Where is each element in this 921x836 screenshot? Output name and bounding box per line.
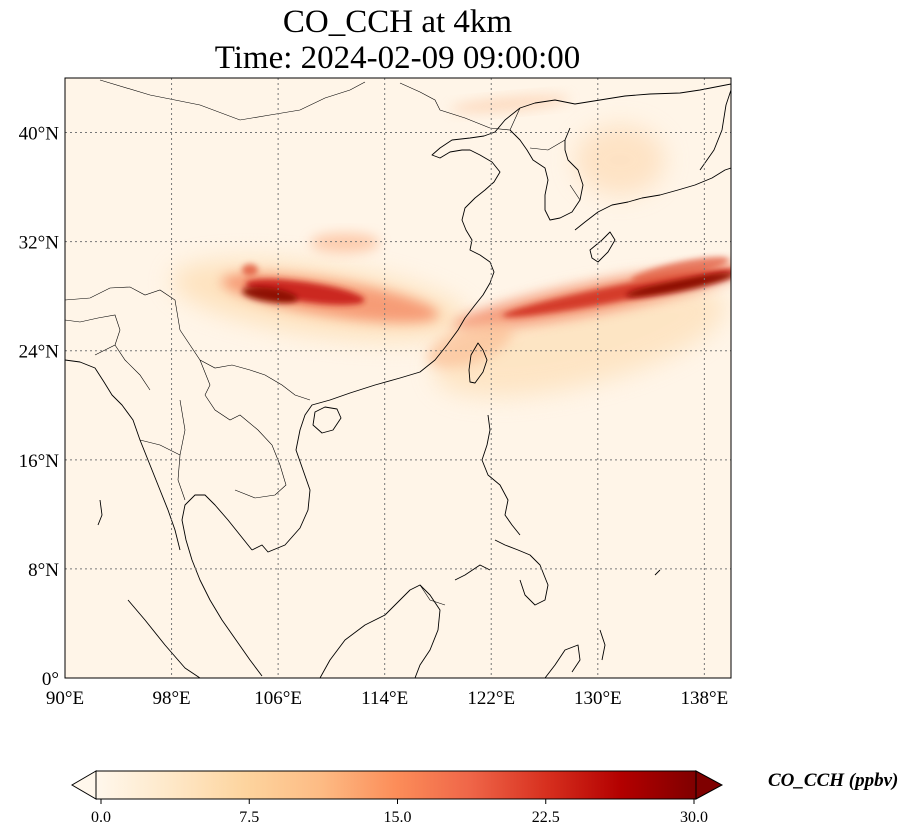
colorbar-extend-under [71,770,97,800]
colorbar-extend-over [695,770,724,800]
map-title: CO_CCH at 4km [282,4,513,40]
colorbar-body [95,770,697,800]
lat-tick-label: 32°N [19,233,60,254]
colorbar-tick-label: 0.0 [91,809,111,826]
longitude-tick-labels: 90°E 98°E 106°E 114°E 122°E 130°E 138°E [46,688,728,709]
colorbar-tick-labels: 0.0 7.5 15.0 22.5 30.0 [91,799,708,826]
map-gridlines [65,78,731,678]
lon-tick-label: 130°E [574,688,622,709]
coastlines [65,83,731,678]
lon-tick-label: 122°E [467,688,515,709]
lon-tick-label: 98°E [152,688,190,709]
lat-tick-label: 40°N [19,124,60,145]
co-concentration-field [171,95,731,397]
map-time-subtitle: Time: 2024-02-09 09:00:00 [214,40,581,76]
country-borders [65,79,581,606]
colorbar-label: CO_CCH (ppbv) [768,770,899,791]
map-plot-area [65,78,731,678]
lat-tick-label: 0° [42,669,59,690]
lon-tick-label: 114°E [361,688,408,709]
colorbar-tick-label: 30.0 [680,809,708,826]
latitude-tick-labels: 0° 8°N 16°N 24°N 32°N 40°N [19,124,60,690]
map-frame [64,77,732,679]
colorbar-tick-label: 15.0 [384,809,412,826]
colorbar-tick-label: 7.5 [239,809,259,826]
lat-tick-label: 8°N [28,560,59,581]
lat-tick-label: 16°N [19,451,60,472]
colorbar: 0.0 7.5 15.0 22.5 30.0 [71,770,724,826]
colorbar-tick-label: 22.5 [532,809,560,826]
lon-tick-label: 90°E [46,688,84,709]
lon-tick-label: 138°E [681,688,729,709]
lat-tick-label: 24°N [19,342,60,363]
lon-tick-label: 106°E [254,688,302,709]
